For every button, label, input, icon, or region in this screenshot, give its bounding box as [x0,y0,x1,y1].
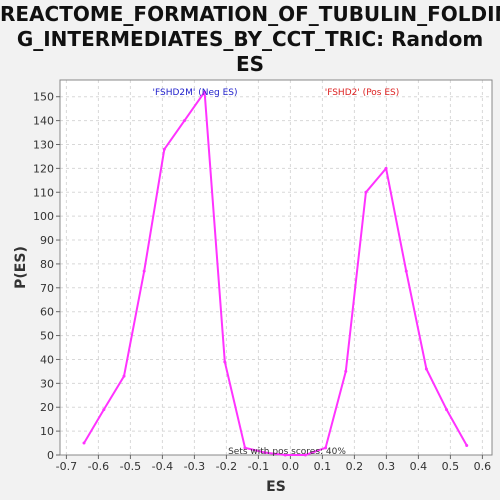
y-tick-label: 50 [40,330,54,343]
chart-title-line-2: G_INTERMEDIATES_BY_CCT_TRIC: Random ES [16,27,484,76]
x-tick-label: 0.3 [378,460,396,473]
x-tick-label: -0.6 [88,460,109,473]
y-tick-label: 30 [40,377,54,390]
data-point [303,453,307,457]
pos-scores-annotation: Sets with pos scores: 40% [228,447,346,457]
x-tick-label: 0.5 [442,460,460,473]
series-line [83,90,468,456]
data-point [182,119,186,123]
y-tick-label: 120 [33,162,54,175]
y-tick-label: 140 [33,115,54,128]
y-tick-label: 100 [33,210,54,223]
data-point [283,453,287,457]
x-tick-label: 0.2 [346,460,364,473]
data-point [122,374,126,378]
y-tick-label: 90 [40,234,54,247]
y-tick-label: 80 [40,258,54,271]
x-tick-label: -0.4 [152,460,173,473]
data-point [102,408,106,412]
pos-es-annotation: 'FSHD2' (Pos ES) [325,88,400,98]
plot-area [59,79,493,456]
y-tick-label: 150 [33,91,54,104]
data-point [384,166,388,170]
data-point [424,367,428,371]
data-point [324,446,328,450]
data-point [344,369,348,373]
x-tick-label: 0.6 [474,460,492,473]
y-tick-label: 110 [33,186,54,199]
x-tick-label: -0.5 [120,460,141,473]
x-tick-label: -0.7 [56,460,77,473]
neg-es-annotation: 'FSHD2M' (Neg ES) [153,88,238,98]
y-tick-label: 60 [40,306,54,319]
y-tick-label: 20 [40,401,54,414]
y-tick-label: 70 [40,282,54,295]
x-tick-label: -0.3 [184,460,205,473]
x-axis-title: ES [266,479,286,495]
x-tick-label: -0.2 [216,460,237,473]
y-tick-label: 130 [33,138,54,151]
data-point [203,90,207,94]
chart-title-line-1: REACTOME_FORMATION_OF_TUBULIN_FOLDIN [0,2,500,26]
x-tick-label: 0.0 [282,460,300,473]
x-tick-label: -0.1 [248,460,269,473]
data-point [162,147,166,151]
data-point [223,360,227,364]
x-tick-label: 0.1 [314,460,332,473]
plot-background [60,80,492,455]
data-point [243,446,247,450]
data-point [82,441,86,445]
y-axis-title: P(ES) [13,246,29,289]
data-point [142,269,146,273]
data-point [263,451,267,455]
y-tick-label: 40 [40,353,54,366]
data-point [364,190,368,194]
data-point [445,408,449,412]
y-tick-label: 10 [40,425,54,438]
y-tick-label: 0 [47,449,54,462]
data-point [404,269,408,273]
data-point [465,443,469,447]
x-tick-label: 0.4 [410,460,428,473]
